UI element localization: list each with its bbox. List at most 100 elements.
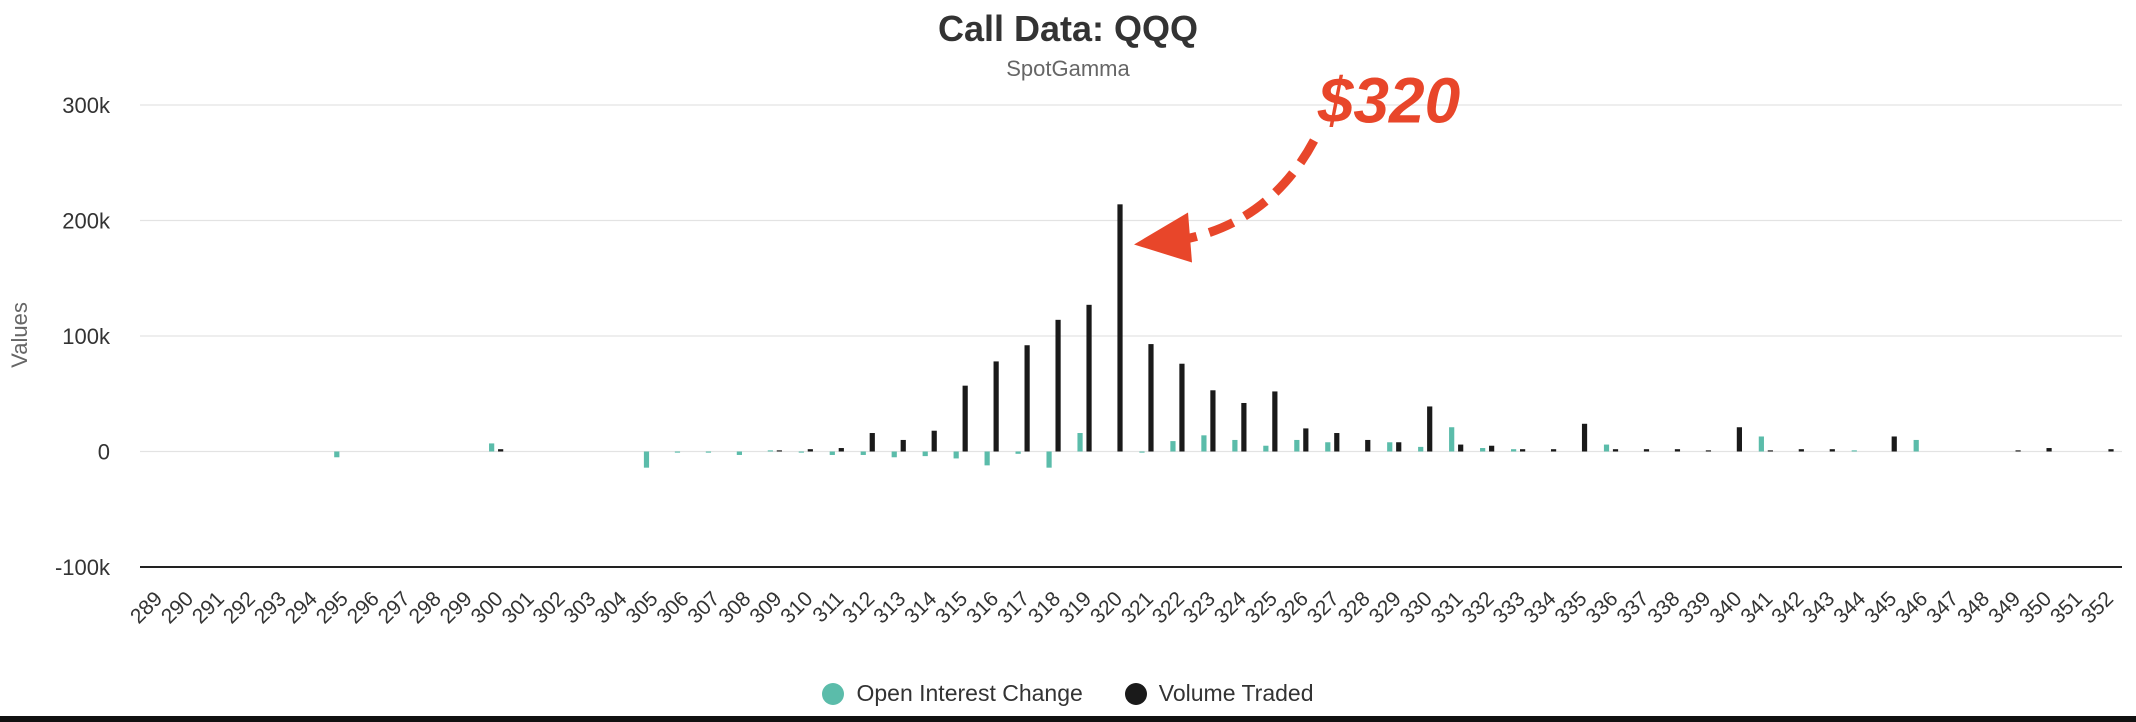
- bar-volume-traded[interactable]: [1427, 406, 1433, 452]
- bar-open-interest-change[interactable]: [1077, 433, 1083, 452]
- y-tick-label: 200k: [62, 209, 111, 234]
- bar-volume-traded[interactable]: [1241, 402, 1247, 452]
- x-tick-label: 352: [2077, 587, 2118, 628]
- bar-volume-traded[interactable]: [900, 439, 906, 452]
- bar-open-interest-change[interactable]: [1201, 435, 1207, 452]
- bar-volume-traded[interactable]: [1179, 363, 1185, 452]
- y-axis: 300k 200k 100k 0 -100k: [55, 93, 111, 580]
- bar-open-interest-change[interactable]: [1449, 427, 1455, 452]
- bar-open-interest-change[interactable]: [767, 450, 773, 452]
- bar-volume-traded[interactable]: [807, 449, 813, 452]
- bar-open-interest-change[interactable]: [1139, 451, 1145, 453]
- bar-volume-traded[interactable]: [776, 450, 782, 452]
- x-axis: 2892902912922932942952962972982993003013…: [126, 587, 2118, 628]
- bar-open-interest-change[interactable]: [922, 451, 928, 457]
- bar-volume-traded[interactable]: [838, 448, 844, 452]
- bar-volume-traded[interactable]: [1520, 449, 1526, 452]
- bar-open-interest-change[interactable]: [1758, 436, 1764, 452]
- bar-volume-traded[interactable]: [2046, 448, 2052, 452]
- bar-volume-traded[interactable]: [1674, 449, 1681, 452]
- bar-volume-traded[interactable]: [1612, 449, 1619, 452]
- bar-volume-traded[interactable]: [1210, 390, 1216, 452]
- chart-subtitle: SpotGamma: [1006, 56, 1130, 81]
- bar-open-interest-change[interactable]: [1325, 442, 1331, 452]
- bar-volume-traded[interactable]: [2015, 450, 2021, 452]
- legend-label: Open Interest Change: [856, 680, 1083, 706]
- arrow-head-icon: [1134, 212, 1193, 263]
- y-tick-label: 300k: [62, 93, 111, 118]
- bar-volume-traded[interactable]: [1086, 304, 1092, 452]
- bar-open-interest-change[interactable]: [1851, 450, 1857, 452]
- bar-volume-traded[interactable]: [1148, 344, 1154, 452]
- bar-volume-traded[interactable]: [1829, 449, 1835, 452]
- bar-volume-traded[interactable]: [1767, 450, 1773, 452]
- legend-marker-icon: [1124, 682, 1147, 705]
- bar-volume-traded[interactable]: [931, 430, 937, 452]
- bar-volume-traded[interactable]: [993, 361, 999, 452]
- bar-volume-traded[interactable]: [1489, 445, 1495, 452]
- annotation-arrow-line: [1177, 138, 1318, 245]
- bar-volume-traded[interactable]: [1643, 449, 1650, 452]
- bar-volume-traded[interactable]: [1891, 436, 1897, 452]
- bar-open-interest-change[interactable]: [489, 443, 495, 452]
- bar-open-interest-change[interactable]: [953, 451, 959, 459]
- y-tick-label: 0: [98, 440, 110, 465]
- y-tick-label: -100k: [55, 555, 111, 580]
- bar-open-interest-change[interactable]: [891, 451, 897, 458]
- legend-item-open-interest-change[interactable]: Open Interest Change: [822, 680, 1083, 707]
- bar-open-interest-change[interactable]: [643, 451, 650, 468]
- bar-open-interest-change[interactable]: [1232, 439, 1238, 452]
- legend-label: Volume Traded: [1158, 680, 1314, 706]
- gridlines: [140, 104, 2122, 568]
- bar-open-interest-change[interactable]: [1170, 441, 1176, 452]
- bar-open-interest-change[interactable]: [334, 451, 340, 458]
- annotation: $320: [1134, 65, 1460, 263]
- bar-open-interest-change[interactable]: [1511, 449, 1517, 452]
- bar-open-interest-change[interactable]: [674, 451, 681, 453]
- annotation-label: $320: [1317, 65, 1460, 137]
- bar-volume-traded[interactable]: [1365, 439, 1371, 452]
- bar-open-interest-change[interactable]: [1046, 451, 1052, 468]
- chart-title: Call Data: QQQ: [937, 8, 1199, 49]
- legend-item-volume-traded[interactable]: Volume Traded: [1124, 680, 1314, 707]
- bar-volume-traded[interactable]: [1550, 449, 1557, 452]
- bar-volume-traded[interactable]: [1334, 433, 1340, 452]
- bar-open-interest-change[interactable]: [1418, 446, 1424, 452]
- bar-open-interest-change[interactable]: [705, 451, 712, 453]
- legend-marker-icon: [822, 682, 845, 705]
- bar-volume-traded[interactable]: [1736, 427, 1742, 452]
- bar-open-interest-change[interactable]: [1263, 445, 1269, 452]
- bar-open-interest-change[interactable]: [1603, 444, 1610, 452]
- bar-open-interest-change[interactable]: [1387, 442, 1393, 452]
- bar-open-interest-change[interactable]: [829, 451, 835, 455]
- bar-volume-traded[interactable]: [498, 449, 504, 452]
- bar-volume-traded[interactable]: [1272, 391, 1278, 452]
- bar-open-interest-change[interactable]: [984, 451, 990, 466]
- bar-volume-traded[interactable]: [1581, 423, 1588, 452]
- bar-open-interest-change[interactable]: [1913, 439, 1919, 452]
- bar-volume-traded[interactable]: [1705, 450, 1712, 452]
- y-axis-label: Values: [7, 302, 32, 368]
- bar-volume-traded[interactable]: [1396, 442, 1402, 452]
- bottom-border: [0, 716, 2136, 722]
- bar-volume-traded[interactable]: [962, 385, 968, 452]
- legend: Open Interest Change Volume Traded: [0, 680, 2136, 707]
- bar-volume-traded[interactable]: [1458, 444, 1464, 452]
- bar-volume-traded[interactable]: [1303, 428, 1309, 452]
- bar-volume-traded[interactable]: [1055, 319, 1061, 452]
- bar-open-interest-change[interactable]: [1480, 448, 1486, 452]
- bar-volume-traded[interactable]: [1798, 449, 1804, 452]
- bar-open-interest-change[interactable]: [1015, 451, 1021, 454]
- y-tick-label: 100k: [62, 324, 111, 349]
- bar-open-interest-change[interactable]: [1294, 439, 1300, 452]
- bar-open-interest-change[interactable]: [860, 451, 866, 455]
- bar-volume-traded[interactable]: [1117, 204, 1123, 452]
- bars: [334, 204, 2114, 468]
- bar-open-interest-change[interactable]: [798, 451, 804, 453]
- bar-volume-traded[interactable]: [1024, 345, 1030, 452]
- bar-open-interest-change[interactable]: [736, 451, 742, 455]
- bar-volume-traded[interactable]: [2108, 449, 2114, 452]
- bar-volume-traded[interactable]: [869, 433, 875, 452]
